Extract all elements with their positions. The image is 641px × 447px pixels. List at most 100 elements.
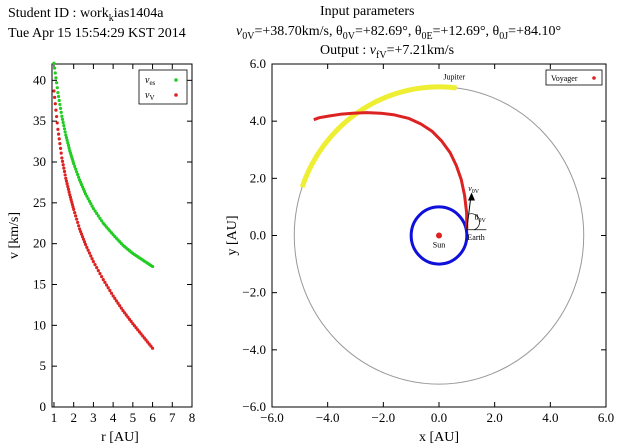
left-series-point-v-v — [76, 220, 80, 225]
left-series-point-v-es — [72, 162, 76, 166]
left-series-point-v-v — [68, 195, 73, 199]
left-y-tick-label: 0 — [40, 399, 47, 414]
left-series-point-v-es — [58, 106, 63, 110]
output-value: Output : vfV=+7.21km/s — [320, 43, 455, 61]
left-legend-label-v-es: ves — [145, 75, 156, 87]
right-x-tick-label: 0.0 — [431, 410, 447, 425]
left-series-point-v-es — [59, 110, 63, 114]
left-series-point-v-v — [64, 176, 68, 180]
left-series-point-v-es — [87, 199, 92, 203]
left-series-point-v-v — [95, 266, 99, 270]
left-series-point-v-v — [85, 245, 89, 249]
left-y-tick-label: 10 — [33, 317, 46, 332]
left-x-axis-label: r [AU] — [101, 430, 139, 445]
left-series-point-v-es — [63, 130, 67, 134]
left-series-point-v-es — [91, 206, 96, 211]
right-x-tick-label: −6.0 — [260, 410, 284, 425]
left-series-point-v-es — [77, 175, 81, 179]
left-series-point-v-es — [60, 114, 64, 118]
left-series-point-v-v — [58, 146, 63, 150]
left-series-point-v-v — [52, 89, 56, 93]
left-x-tick-label: 7 — [169, 410, 176, 425]
left-series-point-v-v — [60, 156, 64, 160]
left-series-point-v-es — [85, 194, 89, 198]
left-series-point-v-v — [79, 232, 84, 236]
left-series-point-v-es — [93, 209, 97, 213]
left-series-point-v-v — [64, 179, 69, 183]
left-series-point-v-es — [54, 76, 58, 80]
right-x-axis-label: x [AU] — [419, 430, 459, 445]
right-legend-marker-voyager — [592, 76, 596, 80]
velocity-arrowhead — [468, 192, 476, 201]
left-legend-box — [138, 69, 188, 105]
left-y-axis-label: v [km/s] — [7, 212, 22, 259]
left-series-point-v-es — [64, 136, 69, 140]
right-y-tick-label: 0.0 — [250, 228, 266, 243]
left-series-point-v-es — [53, 66, 57, 70]
right-x-tick-label: 6.0 — [598, 410, 614, 425]
left-series-point-v-es — [56, 94, 61, 99]
left-series-point-v-es — [96, 214, 100, 218]
left-series-point-v-v — [69, 197, 73, 202]
left-series-point-v-v — [53, 102, 57, 106]
left-y-tick-label: 15 — [33, 277, 46, 292]
left-series-point-v-v — [111, 294, 115, 298]
earth-orbit — [409, 205, 469, 266]
left-series-point-v-v — [73, 211, 77, 215]
left-series-point-v-es — [73, 164, 77, 168]
right-y-tick-label: −4.0 — [242, 342, 266, 357]
left-series-point-v-v — [124, 313, 128, 317]
left-series-point-v-v — [77, 224, 81, 228]
sun-label: Sun — [433, 241, 445, 250]
left-series-point-v-v — [74, 214, 78, 218]
velocity-label-subscript: 0V — [472, 189, 480, 195]
left-series-point-v-v — [100, 275, 104, 279]
left-series-point-v-v — [68, 193, 72, 197]
left-plot-frame — [51, 63, 193, 408]
left-series-point-v-v — [81, 237, 86, 241]
left-series-point-v-es — [62, 127, 67, 131]
left-series-point-v-es — [67, 146, 71, 150]
left-series-point-v-es — [60, 117, 65, 121]
left-series-point-v-v — [72, 207, 76, 211]
left-series-point-v-v — [93, 263, 97, 267]
left-series-point-v-v — [56, 132, 61, 136]
left-series-point-v-v — [66, 187, 71, 191]
left-series-point-v-es — [76, 172, 80, 177]
left-series-point-v-v — [75, 217, 79, 221]
left-series-point-v-v — [106, 286, 110, 290]
left-legend-marker-v-v — [174, 93, 178, 97]
left-legend-marker-v-es — [174, 78, 178, 82]
left-series-point-v-v — [58, 142, 62, 146]
left-series-point-v-v — [78, 227, 82, 231]
left-series-point-v-v — [123, 311, 127, 315]
left-legend-subscript: es — [149, 79, 155, 87]
left-series-point-v-v — [83, 242, 88, 247]
left-series-point-v-v — [62, 166, 66, 170]
left-legend-label-v-v: vV — [145, 90, 155, 102]
left-series-point-v-v — [127, 317, 132, 321]
left-series-point-v-v — [89, 254, 93, 258]
left-series-point-v-v — [129, 319, 133, 324]
left-series-point-v-es — [55, 86, 59, 90]
left-series-point-v-v — [114, 299, 119, 303]
right-x-tick-label: −4.0 — [316, 410, 340, 425]
left-y-tick-label: 20 — [33, 236, 46, 251]
left-series-point-v-es — [66, 143, 71, 147]
left-series-point-v-v — [91, 260, 96, 264]
right-legend-label-voyager: Voyager — [551, 74, 578, 83]
left-x-tick-label: 5 — [130, 410, 137, 425]
left-series-point-v-v — [55, 114, 59, 119]
left-series-point-v-es — [53, 71, 57, 75]
left-series-point-v-es — [100, 219, 104, 223]
left-series-point-v-v — [80, 235, 85, 239]
left-series-point-v-es — [75, 170, 79, 174]
left-y-tick-label: 40 — [33, 72, 46, 87]
right-y-tick-label: 4.0 — [250, 113, 266, 128]
left-series-point-v-es — [89, 202, 93, 206]
left-series-point-v-v — [113, 296, 117, 300]
right-x-tick-label: −2.0 — [372, 410, 396, 425]
left-series-point-v-v — [86, 248, 90, 252]
left-x-tick-label: 3 — [90, 410, 97, 425]
left-y-tick-label: 30 — [33, 154, 46, 169]
